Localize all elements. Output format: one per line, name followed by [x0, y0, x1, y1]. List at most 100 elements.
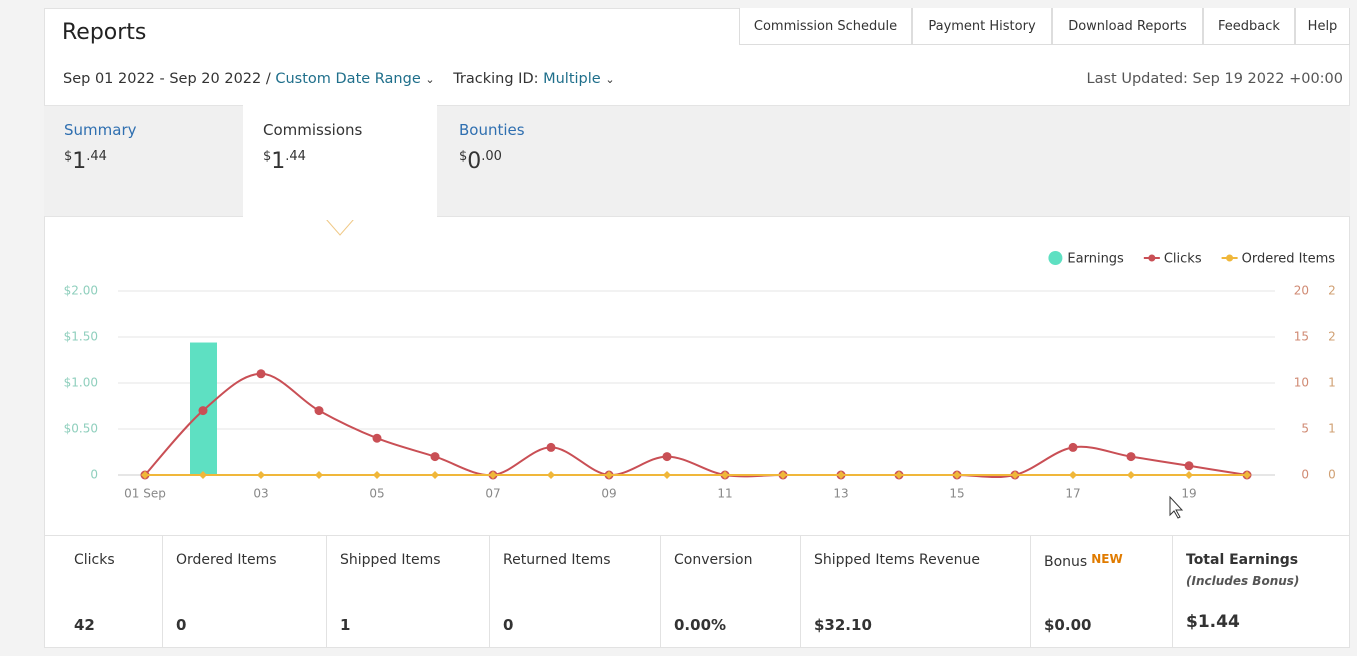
point: [1069, 471, 1077, 479]
stat-label: Shipped Items Revenue: [814, 552, 1018, 568]
nav-tab[interactable]: Payment History: [912, 8, 1052, 45]
point: [141, 471, 149, 479]
stat-value: 42: [74, 616, 95, 634]
series-line: [144, 372, 1248, 479]
stat-label: Clicks: [74, 552, 150, 568]
point: [837, 471, 845, 479]
nav-tab[interactable]: Feedback: [1203, 8, 1295, 45]
tab-amount: $0.00: [459, 149, 613, 174]
tracking-value[interactable]: Multiple: [543, 71, 601, 87]
currency: $: [459, 149, 468, 164]
stat-value: $1.44: [1186, 612, 1240, 632]
x-tick-label: 07: [485, 487, 500, 501]
legend-label: Ordered Items: [1242, 252, 1336, 267]
stat-label: Ordered Items: [176, 552, 314, 568]
y-tick-label: 0: [90, 468, 98, 482]
tab-cover: [243, 210, 437, 220]
stat-cell: Ordered Items 0: [162, 536, 326, 648]
legend-label: Clicks: [1164, 252, 1202, 267]
currency: $: [263, 149, 272, 164]
x-tick-label: 15: [949, 487, 964, 501]
stat-cell: Total Earnings (Includes Bonus) $1.44: [1172, 536, 1350, 648]
stat-cell: Clicks 42: [44, 536, 162, 648]
x-tick-label: 17: [1065, 487, 1080, 501]
stat-label: Bonus NEW: [1044, 552, 1160, 570]
y2-tick-label: 5: [1301, 422, 1309, 436]
y-tick-label: $2.00: [64, 284, 98, 298]
x-tick-label: 19: [1181, 487, 1196, 501]
amount-cents: .00: [481, 149, 502, 164]
new-badge: NEW: [1091, 552, 1123, 566]
point: [256, 369, 266, 379]
point: [1185, 471, 1193, 479]
point: [372, 433, 382, 443]
x-tick-label: 05: [369, 487, 384, 501]
stat-cell: Shipped Items Revenue $32.10: [800, 536, 1030, 648]
stat-label-text: Shipped Items: [340, 552, 441, 568]
point: [199, 471, 207, 479]
amount-whole: 1: [271, 149, 286, 174]
point: [1011, 471, 1019, 479]
stat-label-text: Conversion: [674, 552, 753, 568]
stat-value: $0.00: [1044, 616, 1092, 634]
stat-label-text: Total Earnings: [1186, 552, 1299, 568]
nav-tab[interactable]: Help: [1295, 8, 1350, 45]
point: [373, 471, 381, 479]
point: [663, 471, 671, 479]
point: [431, 471, 439, 479]
point: [953, 471, 961, 479]
legend-swatch: [1148, 254, 1156, 262]
y-tick-label: $0.50: [64, 422, 98, 436]
stat-value: $32.10: [814, 616, 872, 634]
point: [1126, 452, 1136, 462]
point: [721, 471, 729, 479]
stat-label-text: Returned Items: [503, 552, 611, 568]
last-updated: Last Updated: Sep 19 2022 +00:00: [1086, 71, 1343, 87]
summary-tab[interactable]: Bounties $0.00: [439, 105, 633, 217]
y-tick-label: $1.00: [64, 376, 98, 390]
stat-label: Conversion: [674, 552, 788, 568]
tracking-label: Tracking ID:: [453, 71, 539, 87]
stat-label-text: Shipped Items Revenue: [814, 552, 980, 568]
nav-tab[interactable]: Commission Schedule: [739, 8, 912, 45]
x-tick-label: 09: [601, 487, 616, 501]
nav-tab[interactable]: Download Reports: [1052, 8, 1203, 45]
stat-cell: Shipped Items 1: [326, 536, 489, 648]
y3-tick-label: 2: [1328, 284, 1336, 298]
stat-value: 0: [176, 616, 187, 634]
stat-cell: Bonus NEW $0.00: [1030, 536, 1172, 648]
point: [1184, 461, 1194, 471]
tab-name: Summary: [64, 121, 137, 139]
cursor: [1169, 495, 1184, 519]
tab-pointer: [324, 218, 356, 236]
x-tick-label: 11: [717, 487, 732, 501]
point: [1068, 442, 1078, 452]
page-title: Reports: [62, 20, 147, 45]
stat-value: 0: [503, 616, 514, 634]
stat-value: 1: [340, 616, 351, 634]
y2-tick-label: 20: [1294, 284, 1309, 298]
point: [779, 471, 787, 479]
x-tick-label: 03: [253, 487, 268, 501]
y3-tick-label: 1: [1328, 376, 1336, 390]
point: [605, 471, 613, 479]
y2-tick-label: 0: [1301, 468, 1309, 482]
custom-range[interactable]: Custom Date Range: [275, 71, 421, 87]
point: [314, 406, 324, 416]
legend-swatch: [1226, 254, 1234, 262]
summary-tab[interactable]: Commissions $1.44: [243, 105, 437, 220]
point: [489, 471, 497, 479]
stat-sublabel: (Includes Bonus): [1186, 574, 1300, 588]
amount-whole: 0: [467, 149, 482, 174]
amount-cents: .44: [86, 149, 107, 164]
y2-tick-label: 15: [1294, 330, 1309, 344]
point: [257, 471, 265, 479]
divider: [44, 535, 1350, 536]
currency: $: [64, 149, 73, 164]
point: [315, 471, 323, 479]
point: [546, 442, 556, 452]
summary-tab[interactable]: Summary $1.44: [44, 105, 238, 217]
stat-label-text: Clicks: [74, 552, 115, 568]
point: [895, 471, 903, 479]
